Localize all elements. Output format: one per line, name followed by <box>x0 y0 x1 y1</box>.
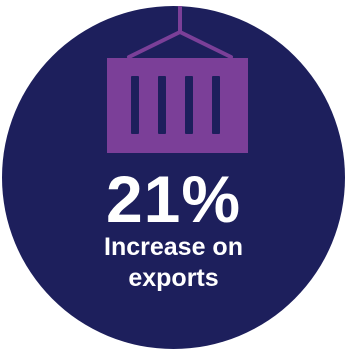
stat-value: 21% <box>105 162 242 236</box>
stat-caption: Increase on exports <box>0 232 347 294</box>
stat-caption-line2: exports <box>128 264 219 292</box>
stat-caption-line1: Increase on <box>104 233 243 261</box>
